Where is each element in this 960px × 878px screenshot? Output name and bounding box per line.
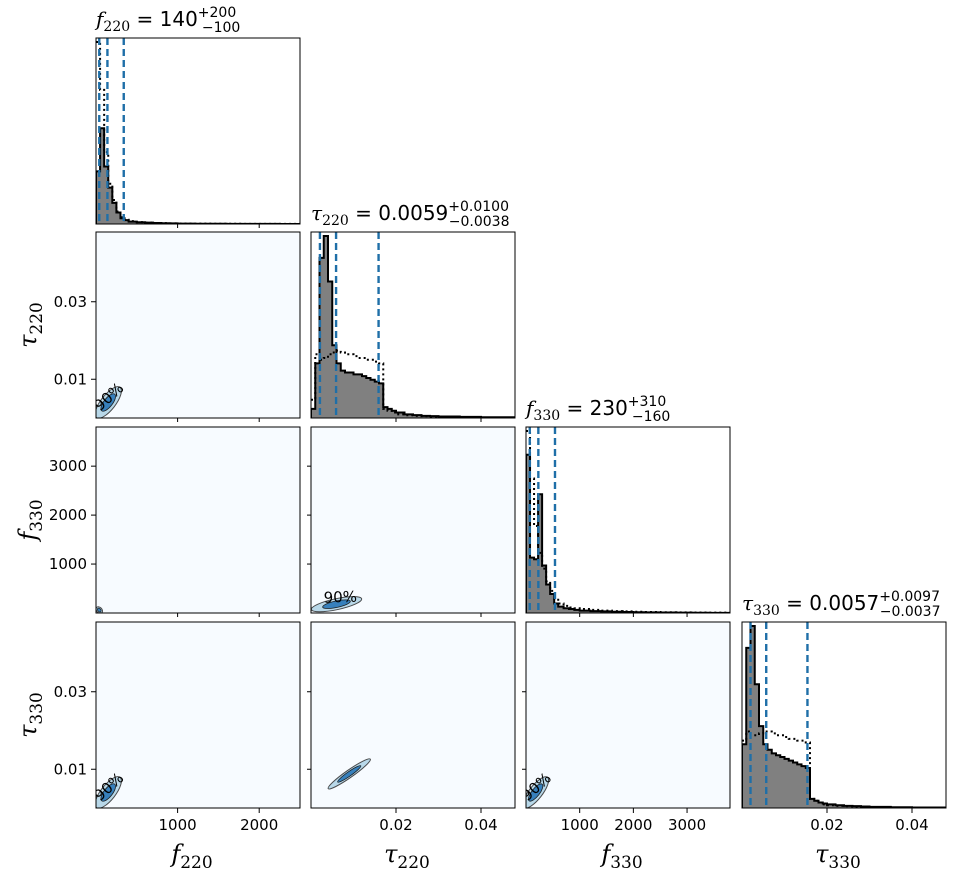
y-tick-label: 0.01 [54, 760, 87, 778]
x-tick-label: 2000 [240, 816, 278, 834]
contour-50 [100, 393, 116, 412]
panel-f220-vs-τ220: 90% [95, 231, 301, 419]
panel-frame [95, 231, 301, 419]
posterior-fill [311, 236, 515, 418]
x-axis-label-τ220: τ220 [384, 840, 430, 873]
prior-step-line [311, 349, 515, 418]
x-tick-label: 0.04 [895, 816, 928, 834]
panel-frame [741, 621, 947, 809]
y-tick-label: 0.03 [54, 683, 87, 701]
panel-τ220-vs-τ330 [310, 621, 516, 809]
panel-background [526, 622, 730, 808]
panel-frame [310, 231, 516, 419]
panel-frame [310, 621, 516, 809]
posterior-step-line [96, 127, 300, 224]
histogram-title: τ220 = 0.0059+0.0100 −0.0038 [311, 199, 510, 230]
y-tick-label: 1000 [49, 555, 87, 573]
x-tick-label: 1000 [561, 816, 599, 834]
contour-50 [528, 783, 544, 802]
contour-label: 90% [323, 588, 357, 607]
x-tick-label: 3000 [668, 816, 706, 834]
y-axis-label-τ220: τ220 [14, 302, 47, 348]
x-tick-label: 0.02 [810, 816, 843, 834]
x-tick-label: 0.04 [464, 816, 497, 834]
prior-step-line [742, 730, 946, 808]
posterior-step-line [526, 453, 730, 613]
x-axis-label-τ330: τ330 [815, 840, 861, 873]
posterior-fill [526, 454, 730, 613]
y-tick-label: 0.03 [54, 293, 87, 311]
panel-frame [525, 621, 731, 809]
x-axis-label-f220: f220 [169, 840, 212, 873]
panel-background [311, 427, 515, 613]
prior-step-line [96, 41, 300, 224]
x-tick-label: 2000 [614, 816, 652, 834]
contour-group: 90% [96, 379, 127, 418]
panel-τ220-vs-f330: 90% [310, 426, 516, 614]
panel-background [96, 232, 300, 418]
panel-background [96, 622, 300, 808]
contour-50 [96, 607, 102, 613]
histogram-title: f220 = 140+200 −100 [94, 5, 240, 36]
panel-background [96, 427, 300, 613]
panel-frame [95, 621, 301, 809]
panel-frame [525, 426, 731, 614]
contour-group [327, 758, 371, 790]
y-tick-label: 2000 [49, 506, 87, 524]
y-tick-label: 3000 [49, 457, 87, 475]
y-axis-label-τ330: τ330 [14, 692, 47, 738]
panel-f330-vs-τ330: 90% [525, 621, 731, 809]
histogram-title: τ330 = 0.0057+0.0097 −0.0037 [742, 589, 941, 620]
posterior-fill [96, 128, 300, 224]
contour-50 [322, 599, 351, 609]
histogram-f330: f330 = 230+310 −160 [524, 394, 731, 614]
posterior-fill [742, 626, 946, 808]
panel-f220-vs-τ330: 90% [95, 621, 301, 809]
x-tick-label: 0.02 [379, 816, 412, 834]
x-axis-label-f330: f330 [599, 840, 642, 873]
histogram-τ330: τ330 = 0.0057+0.0097 −0.0037 [741, 589, 947, 809]
histogram-f220: f220 = 140+200 −100 [94, 5, 301, 225]
x-tick-label: 1000 [159, 816, 197, 834]
contour-50 [337, 765, 362, 783]
y-axis-label-f330: f330 [14, 499, 47, 542]
histogram-τ220: τ220 = 0.0059+0.0100 −0.0038 [310, 199, 516, 419]
contour-50 [100, 783, 116, 802]
contour-group [96, 606, 104, 613]
y-tick-label: 0.01 [54, 370, 87, 388]
panel-frame [95, 426, 301, 614]
panel-frame [310, 426, 516, 614]
prior-step-line [526, 430, 730, 613]
panel-frame [95, 37, 301, 225]
panel-f220-vs-f330 [95, 426, 301, 614]
histogram-title: f330 = 230+310 −160 [524, 394, 670, 425]
